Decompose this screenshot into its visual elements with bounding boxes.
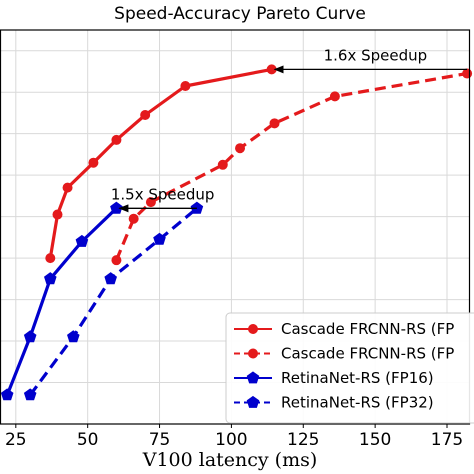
x-tick-label: 175 bbox=[431, 430, 463, 450]
data-point-3 bbox=[23, 388, 37, 401]
legend-marker bbox=[248, 348, 258, 359]
data-point-2 bbox=[0, 388, 14, 401]
x-tick-label: 150 bbox=[359, 430, 391, 450]
legend-marker bbox=[246, 395, 260, 408]
x-axis-label: V100 latency (ms) bbox=[142, 449, 318, 471]
plot-frame bbox=[0, 29, 471, 425]
annotation-label: 1.6x Speedup bbox=[324, 46, 428, 64]
data-point-2 bbox=[23, 330, 37, 343]
data-point-1 bbox=[217, 159, 228, 170]
grid bbox=[0, 30, 470, 424]
data-point-0 bbox=[45, 253, 56, 264]
data-point-0 bbox=[180, 80, 191, 91]
data-point-1 bbox=[145, 197, 156, 208]
series-line-1 bbox=[114, 71, 468, 261]
legend-label: Cascade FRCNN-RS (FP bbox=[281, 320, 454, 338]
data-point-2 bbox=[75, 234, 89, 247]
data-point-0 bbox=[62, 182, 73, 193]
data-point-1 bbox=[462, 68, 473, 79]
data-point-3 bbox=[153, 232, 166, 245]
x-tick-label: 75 bbox=[149, 430, 171, 450]
series-layer bbox=[0, 64, 473, 401]
legend-marker bbox=[248, 324, 258, 334]
data-point-1 bbox=[329, 91, 340, 102]
x-tick-label: 100 bbox=[215, 430, 247, 450]
data-point-0 bbox=[88, 157, 99, 168]
axes: 25 50 75 100 125 150 175 bbox=[0, 29, 471, 450]
legend-label: RetinaNet-RS (FP32) bbox=[281, 394, 434, 412]
data-point-1 bbox=[269, 118, 280, 129]
annotation-label: 1.5x Speedup bbox=[111, 185, 215, 203]
chart-title: Speed-Accuracy Pareto Curve bbox=[114, 4, 366, 24]
legend-label: Cascade FRCNN-RS (FP bbox=[281, 345, 454, 363]
legend-marker bbox=[246, 371, 260, 384]
data-point-2 bbox=[44, 272, 57, 285]
data-point-1 bbox=[235, 143, 246, 154]
x-tick-label: 25 bbox=[5, 430, 27, 450]
data-point-0 bbox=[52, 209, 63, 220]
data-point-1 bbox=[111, 255, 122, 266]
data-point-0 bbox=[140, 110, 151, 121]
data-point-0 bbox=[111, 134, 122, 145]
data-point-3 bbox=[67, 330, 80, 343]
data-point-3 bbox=[104, 272, 117, 285]
x-tick-label: 125 bbox=[287, 430, 319, 450]
legend-box bbox=[225, 312, 474, 424]
annotation-layer: 1.6x Speedup 1.5x Speedup bbox=[111, 46, 468, 213]
legend-label: RetinaNet-RS (FP16) bbox=[281, 369, 434, 387]
legend: Cascade FRCNN-RS (FP Cascade FRCNN-RS (FP… bbox=[225, 312, 474, 424]
x-tick-label: 50 bbox=[77, 430, 99, 450]
data-point-1 bbox=[128, 213, 139, 224]
